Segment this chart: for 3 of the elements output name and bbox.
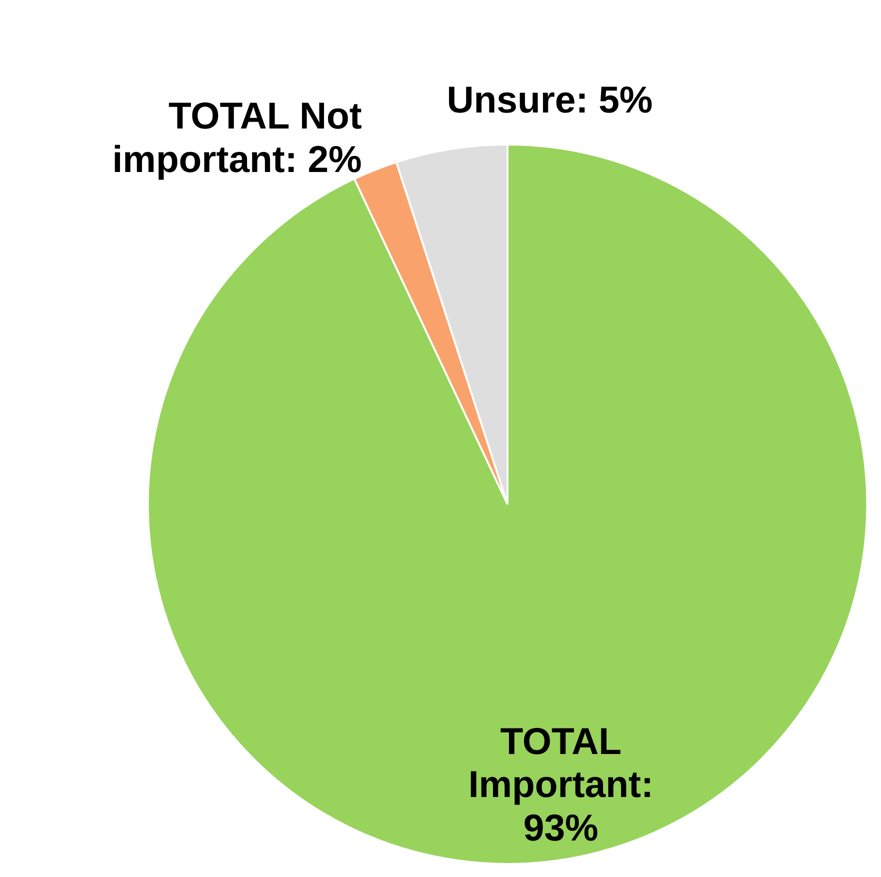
- slice-label: TOTAL Important: 93%: [468, 720, 654, 849]
- slice-label: TOTAL Not important: 2%: [112, 94, 362, 180]
- slice-label: Unsure: 5%: [446, 78, 653, 121]
